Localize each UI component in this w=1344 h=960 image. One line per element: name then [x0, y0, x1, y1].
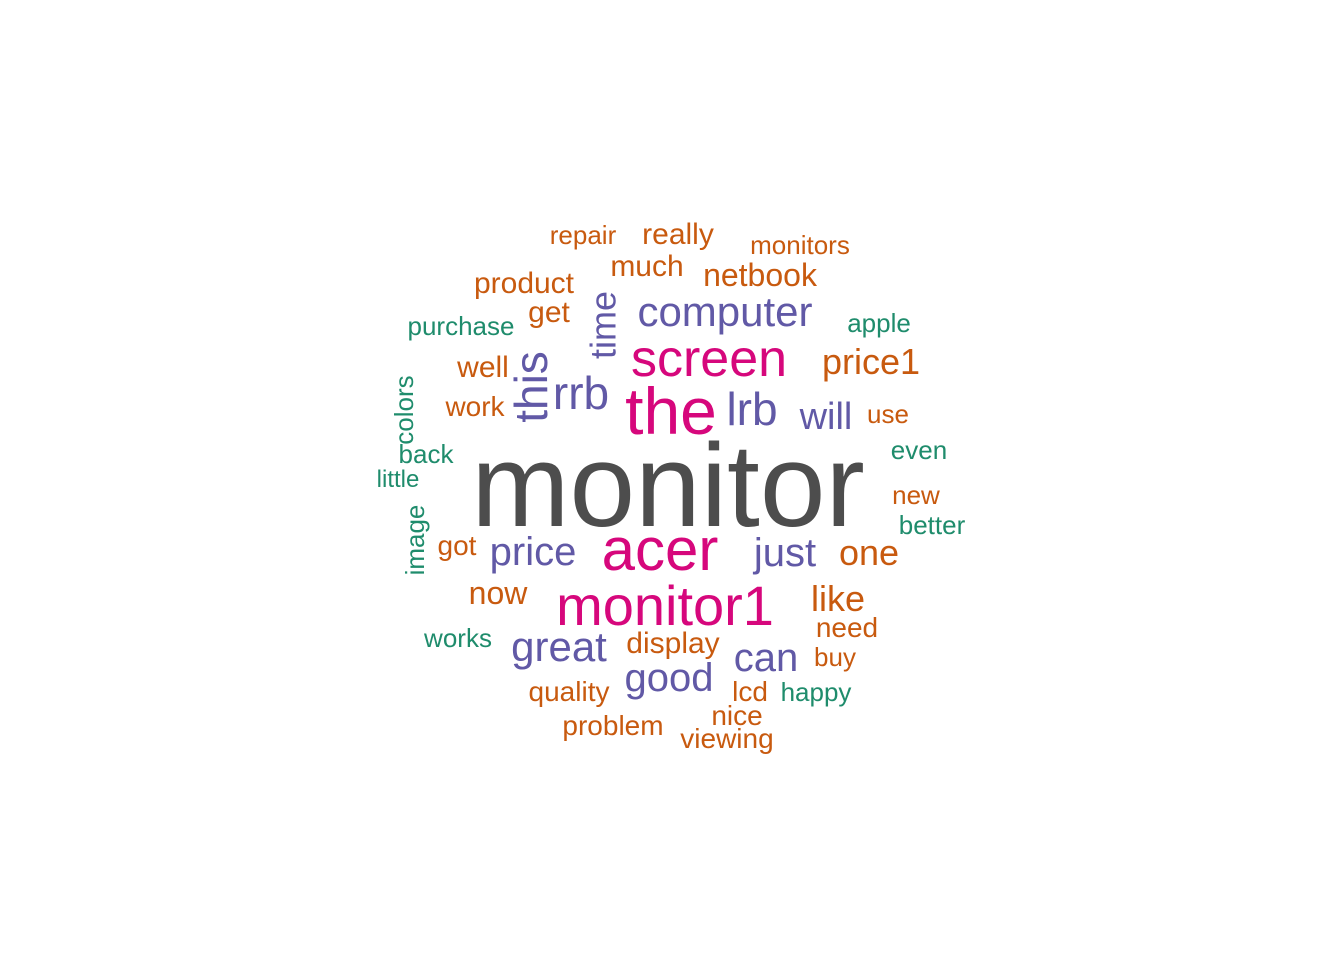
word-will: will: [799, 396, 853, 438]
word-well: well: [456, 351, 509, 384]
word-time: time: [583, 291, 624, 359]
word-monitor: monitor: [471, 420, 864, 552]
word-much: much: [610, 250, 683, 283]
word-image: image: [400, 505, 430, 576]
word-price: price: [490, 530, 577, 574]
word-just: just: [753, 531, 816, 575]
word-like: like: [811, 578, 865, 619]
word-computer: computer: [637, 288, 812, 335]
word-acer: acer: [602, 516, 719, 583]
word-happy: happy: [781, 677, 852, 707]
word-price1: price1: [822, 341, 920, 382]
word-buy: buy: [814, 642, 856, 672]
word-purchase: purchase: [408, 311, 515, 341]
word-netbook: netbook: [703, 257, 818, 293]
word-good: good: [625, 656, 714, 700]
word-little: little: [377, 466, 420, 493]
word-one: one: [839, 532, 899, 573]
word-apple: apple: [847, 308, 911, 338]
word-lrb: lrb: [726, 383, 777, 435]
word-really: really: [642, 218, 714, 251]
word-works: works: [423, 623, 492, 653]
word-need: need: [816, 612, 878, 643]
word-back: back: [399, 439, 455, 469]
word-even: even: [891, 435, 947, 465]
word-rrb: rrb: [553, 367, 609, 419]
word-get: get: [528, 296, 570, 329]
word-monitor1: monitor1: [556, 574, 774, 637]
word-problem: problem: [562, 710, 663, 741]
word-viewing: viewing: [680, 723, 773, 754]
word-lcd: lcd: [732, 676, 768, 707]
word-now: now: [469, 575, 529, 611]
word-this: this: [505, 351, 557, 423]
word-better: better: [899, 510, 966, 540]
word-colors: colors: [389, 375, 419, 444]
word-great: great: [511, 623, 607, 670]
word-quality: quality: [529, 676, 610, 707]
word-new: new: [892, 480, 940, 510]
word-display: display: [626, 627, 719, 660]
word-nice: nice: [711, 700, 762, 731]
word-monitors: monitors: [750, 230, 850, 260]
word-product: product: [474, 267, 575, 300]
word-cloud-words: monitor the acer monitor1 screen rrb lrb…: [377, 218, 966, 754]
word-can: can: [734, 636, 799, 680]
word-work: work: [444, 391, 505, 422]
word-use: use: [867, 399, 909, 429]
word-repair: repair: [550, 220, 617, 250]
word-the: the: [625, 374, 717, 448]
word-got: got: [438, 530, 477, 561]
word-screen: screen: [631, 330, 787, 388]
